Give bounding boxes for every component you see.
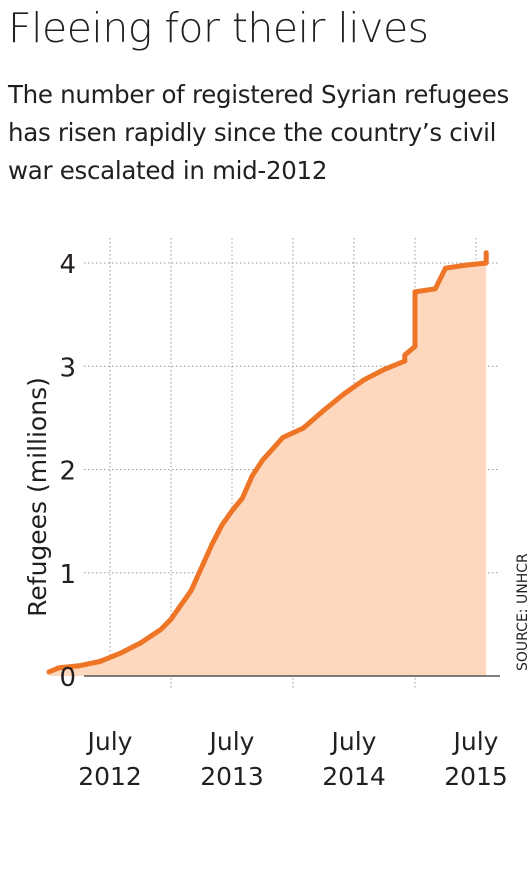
- y-axis-label: Refugees (millions): [23, 377, 52, 617]
- x-tick-label-year: 2014: [322, 762, 386, 791]
- x-tick-label-year: 2015: [444, 762, 508, 791]
- y-tick-label: 0: [59, 663, 76, 693]
- source-note: SOURCE: UNHCR: [515, 553, 531, 671]
- y-tick-label: 4: [59, 250, 76, 280]
- x-tick-labels: July 2012 July 2013 July 2014 July 2015: [78, 727, 508, 791]
- series-area: [49, 252, 487, 676]
- y-tick-label: 1: [59, 560, 76, 590]
- chart-title: Fleeing for their lives: [8, 4, 429, 52]
- series-line: [46, 250, 489, 675]
- x-tick-label-month: July: [452, 727, 499, 756]
- y-tick-label: 2: [59, 457, 76, 487]
- y-tick-label: 3: [59, 353, 76, 383]
- y-tick-labels: 0 1 2 3 4: [59, 250, 76, 693]
- x-tick-label-month: July: [330, 727, 377, 756]
- x-tick-label-year: 2012: [78, 762, 142, 791]
- chart-subtitle: The number of registered Syrian refugees…: [8, 80, 510, 185]
- x-tick-label-month: July: [86, 727, 133, 756]
- x-tick-label-month: July: [208, 727, 255, 756]
- x-tick-label-year: 2013: [200, 762, 264, 791]
